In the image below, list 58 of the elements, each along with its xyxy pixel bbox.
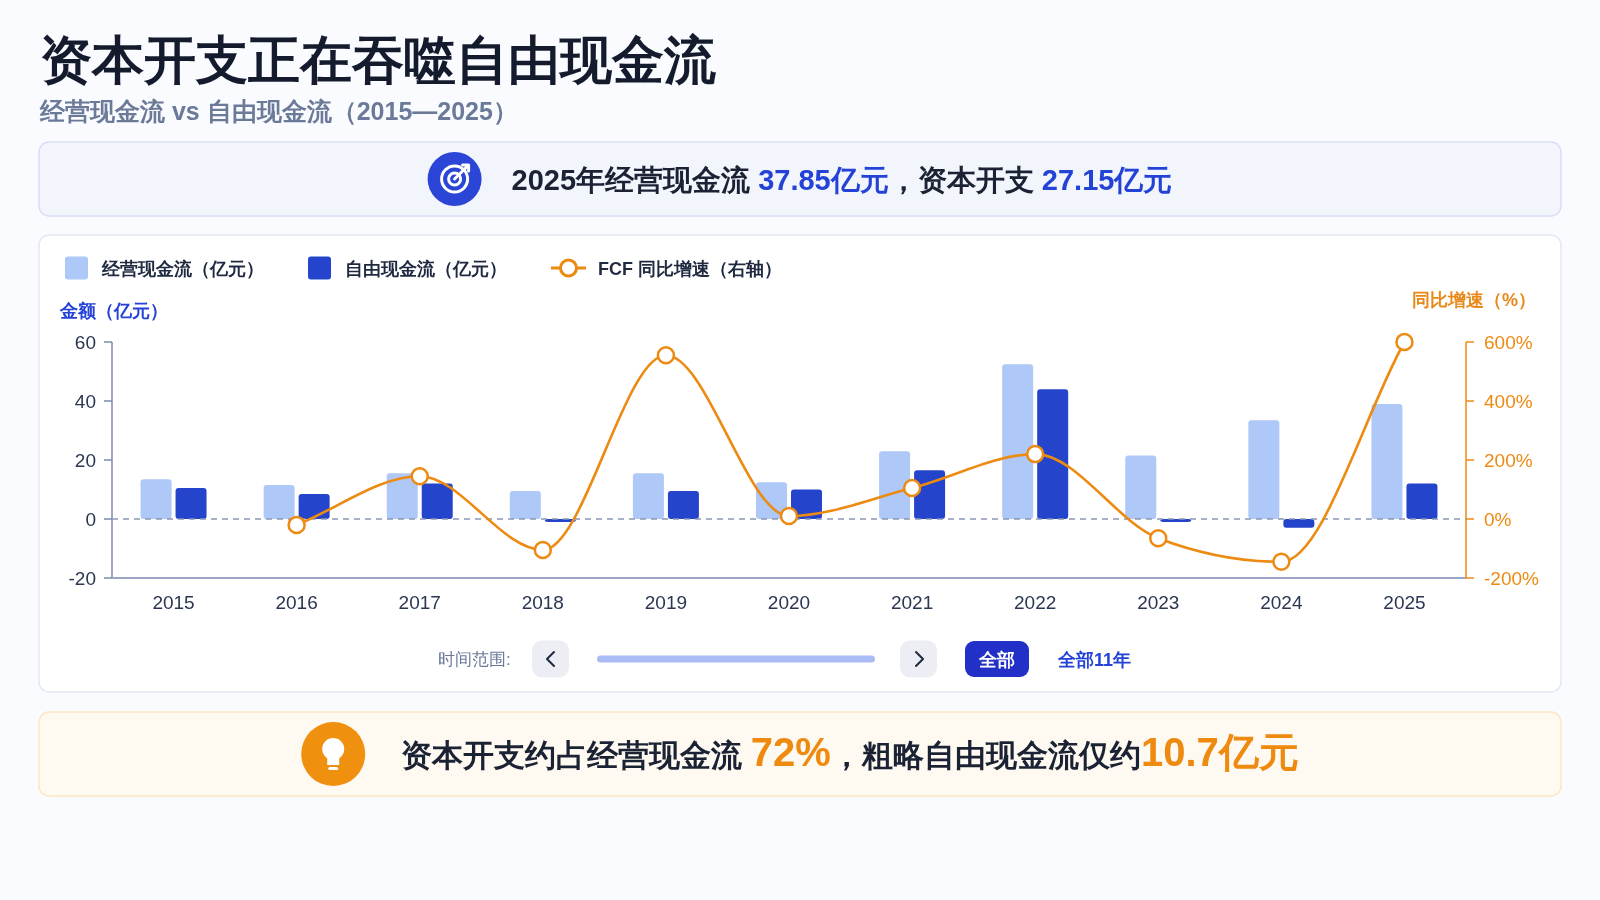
y2-tick-label: 200%: [1484, 449, 1533, 471]
text: 全部11年: [1057, 649, 1132, 670]
y2-tick-label: 600%: [1484, 331, 1533, 353]
bar: [263, 485, 295, 519]
bar: [1037, 389, 1069, 519]
text: 2025年经营现金流 37.85亿元，资本开支 27.15亿元: [511, 164, 1173, 196]
y-axis-title: 金额（亿元）: [59, 301, 168, 321]
point: [410, 466, 429, 486]
y-tick-label: 40: [74, 390, 96, 412]
x-tick-label: 2019: [644, 592, 688, 613]
point: [656, 346, 676, 365]
bar: [175, 488, 207, 519]
y2-tick-label: 0%: [1484, 508, 1512, 530]
point: [779, 506, 799, 526]
x-tick-label: 2017: [398, 592, 441, 613]
bar: [509, 490, 541, 519]
bar: [1125, 455, 1157, 519]
x-tick-label: 2016: [275, 592, 318, 613]
y2-axis-title: 同比增速（%）: [1411, 290, 1536, 310]
point: [1025, 444, 1045, 464]
y2-tick-label: -200%: [1484, 567, 1540, 589]
bar: [632, 473, 664, 519]
x-tick-label: 2020: [767, 592, 811, 613]
bar: [1283, 519, 1315, 528]
legend-label: FCF 同比增速（右轴）: [598, 258, 782, 279]
x-tick-label: 2023: [1137, 592, 1180, 613]
y-tick-label: 0: [85, 508, 96, 530]
x-tick-label: 2021: [890, 592, 934, 613]
y-tick-label: -20: [68, 567, 96, 589]
point: [287, 515, 306, 535]
bar: [421, 483, 453, 519]
x-tick-label: 2018: [521, 592, 564, 613]
point: [1272, 552, 1291, 572]
chart-title: 资本开支正在吞噬自由现金流: [40, 31, 716, 89]
x-tick-label: 2025: [1383, 592, 1426, 613]
bar: [667, 490, 699, 519]
point: [1395, 332, 1414, 352]
bar: [1002, 364, 1034, 519]
button-all: 全部: [965, 641, 1029, 677]
bar: [879, 451, 911, 519]
chart-subtitle: 经营现金流 vs 自由现金流（2015—2025）: [39, 97, 518, 125]
bar: [1248, 420, 1280, 519]
text: 时间范围:: [438, 650, 511, 669]
text: 资本开支约占经营现金流 72%，粗略自由现金流仅约10.7亿元: [401, 730, 1299, 774]
point: [902, 478, 922, 498]
x-tick-label: 2015: [152, 592, 195, 613]
bar: [1371, 403, 1403, 519]
point: [1149, 528, 1168, 548]
x-tick-label: 2022: [1014, 592, 1057, 613]
bar: [1406, 483, 1438, 519]
bar: [140, 479, 172, 519]
legend-label: 自由现金流（亿元）: [345, 258, 507, 279]
y2-tick-label: 400%: [1484, 390, 1533, 412]
point: [533, 540, 553, 560]
legend-label: 经营现金流（亿元）: [101, 258, 264, 279]
y-tick-label: 20: [74, 449, 96, 471]
y-tick-label: 60: [74, 331, 96, 353]
x-tick-label: 2024: [1260, 592, 1303, 613]
